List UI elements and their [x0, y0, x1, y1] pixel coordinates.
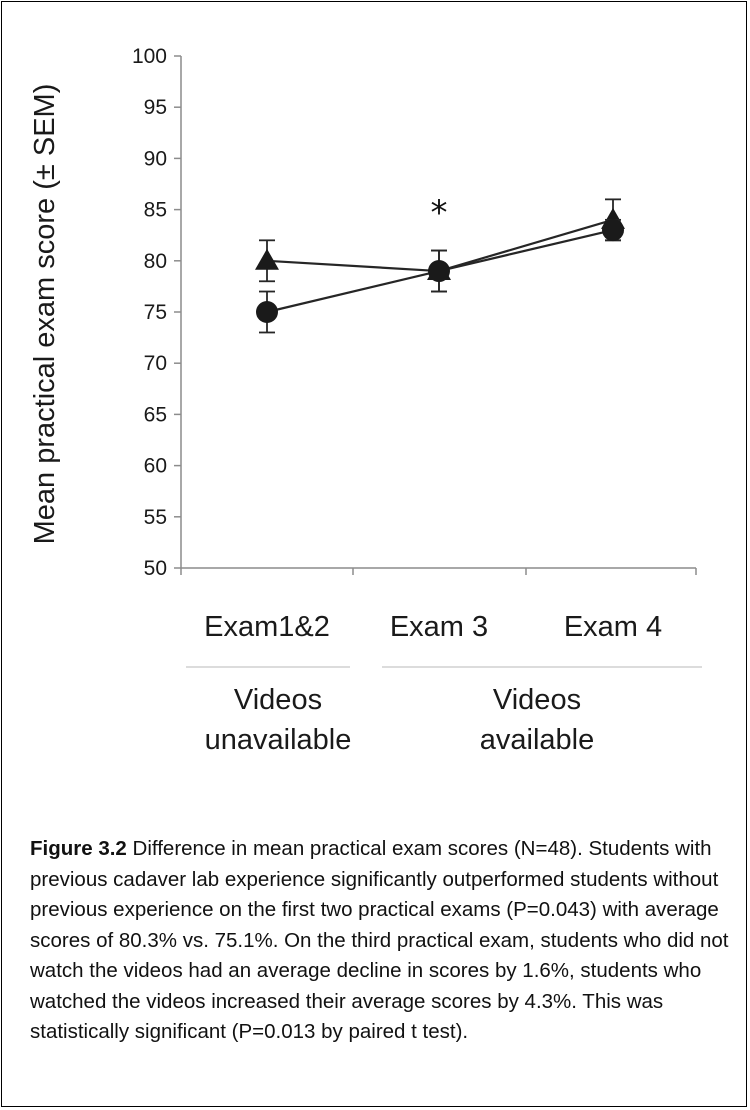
y-tick-label: 95	[144, 96, 167, 119]
group-label: Videos	[493, 684, 581, 716]
circle-marker	[602, 219, 624, 242]
circle-marker	[428, 260, 450, 283]
significance-asterisk: *	[431, 193, 448, 233]
group-label: unavailable	[205, 724, 352, 756]
series-layer	[255, 198, 625, 334]
y-tick-label: 85	[144, 199, 167, 222]
y-tick-label: 70	[144, 352, 167, 375]
x-category-label: Exam1&2	[204, 611, 330, 643]
figure-caption: Figure 3.2 Difference in mean practical …	[30, 834, 730, 1048]
y-tick-label: 80	[144, 250, 167, 273]
figure-label: Figure 3.2	[30, 837, 127, 860]
x-category-label: Exam 4	[564, 611, 662, 643]
group-label: available	[480, 724, 594, 756]
axes	[174, 55, 702, 668]
y-tick-label: 65	[144, 403, 167, 426]
y-tick-label: 60	[144, 455, 167, 478]
y-tick-label: 100	[132, 45, 167, 68]
y-tick-label: 55	[144, 506, 167, 529]
y-axis-label: Mean practical exam score (± SEM)	[29, 84, 61, 545]
labels-layer: 50 55 60 65 70 75 80 85 90 95 100 Exam1&2 Exam 3 Exam…	[29, 45, 662, 756]
y-tick-label: 50	[144, 557, 167, 580]
y-tick-label: 90	[144, 147, 167, 170]
x-category-label: Exam 3	[390, 611, 488, 643]
group-label: Videos	[234, 684, 322, 716]
circle-marker	[256, 301, 278, 323]
y-tick-label: 75	[144, 301, 167, 324]
triangle-marker	[255, 248, 279, 270]
caption-text: Difference in mean practical exam scores…	[30, 837, 729, 1043]
